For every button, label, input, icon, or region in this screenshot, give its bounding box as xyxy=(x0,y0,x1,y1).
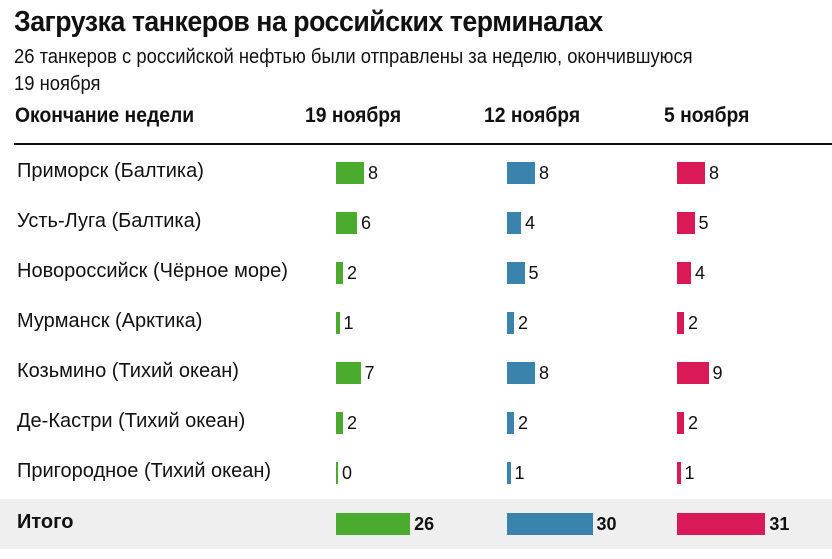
cell: 9 xyxy=(677,361,723,385)
value-label: 5 xyxy=(528,262,539,283)
row-label: Козьмино (Тихий океан) xyxy=(17,360,239,382)
cell: 1 xyxy=(507,461,525,485)
row-label: Итого xyxy=(17,511,74,533)
value-label: 0 xyxy=(342,462,353,483)
bar xyxy=(507,262,525,284)
bar xyxy=(507,312,514,334)
cell: 31 xyxy=(677,512,789,536)
row-label: Пригородное (Тихий океан) xyxy=(17,460,272,482)
cell: 2 xyxy=(507,411,528,435)
value-label: 2 xyxy=(347,262,358,283)
total-row: Итого 26 30 31 xyxy=(0,499,832,549)
value-label: 9 xyxy=(712,362,723,383)
cell: 2 xyxy=(336,261,357,285)
value-label: 31 xyxy=(769,513,790,534)
bar xyxy=(507,212,521,234)
chart-subtitle: 26 танкеров с российской нефтью были отп… xyxy=(14,46,693,95)
row-header: Окончание недели xyxy=(15,104,195,127)
header-divider xyxy=(14,143,832,145)
cell: 7 xyxy=(336,361,375,385)
value-label: 6 xyxy=(361,212,372,233)
cell: 2 xyxy=(507,311,528,335)
cell: 30 xyxy=(507,512,617,536)
bar xyxy=(677,312,684,334)
value-label: 4 xyxy=(525,212,536,233)
bar xyxy=(336,513,411,535)
cell: 8 xyxy=(507,161,549,185)
value-label: 5 xyxy=(698,212,709,233)
bar xyxy=(336,312,340,334)
value-label: 1 xyxy=(684,462,695,483)
table-row: Де-Кастри (Тихий океан) 2 2 2 xyxy=(0,398,832,448)
cell: 4 xyxy=(677,261,705,285)
cell: 5 xyxy=(677,211,709,235)
cell: 0 xyxy=(336,461,352,485)
table-row: Козьмино (Тихий океан) 7 8 9 xyxy=(0,348,832,398)
cell: 26 xyxy=(336,512,434,536)
table-row: Приморск (Балтика) 8 8 8 xyxy=(0,148,832,198)
bar xyxy=(677,362,709,384)
row-label: Усть-Луга (Балтика) xyxy=(17,210,202,232)
value-label: 8 xyxy=(539,362,550,383)
value-label: 8 xyxy=(709,162,720,183)
bar xyxy=(677,462,681,484)
column-header-0: 19 ноября xyxy=(305,104,402,127)
cell: 8 xyxy=(677,161,719,185)
bar xyxy=(336,412,343,434)
table-row: Усть-Луга (Балтика) 6 4 5 xyxy=(0,198,832,248)
value-label: 30 xyxy=(596,513,617,534)
bar xyxy=(336,362,361,384)
row-label: Де-Кастри (Тихий океан) xyxy=(17,410,246,432)
cell: 1 xyxy=(677,461,695,485)
cell: 1 xyxy=(336,311,354,335)
value-label: 2 xyxy=(688,312,699,333)
bar xyxy=(677,162,705,184)
bar xyxy=(677,262,691,284)
value-label: 2 xyxy=(518,312,529,333)
cell: 2 xyxy=(336,411,357,435)
cell: 8 xyxy=(336,161,378,185)
value-label: 1 xyxy=(514,462,525,483)
bar xyxy=(336,262,343,284)
bar xyxy=(507,162,535,184)
bar xyxy=(336,212,357,234)
cell: 6 xyxy=(336,211,371,235)
bar xyxy=(677,412,684,434)
row-label: Приморск (Балтика) xyxy=(17,160,204,182)
value-label: 1 xyxy=(343,312,354,333)
value-label: 2 xyxy=(688,412,699,433)
value-label: 26 xyxy=(414,513,435,534)
bar xyxy=(507,513,593,535)
cell: 2 xyxy=(677,311,698,335)
chart-title: Загрузка танкеров на российских терминал… xyxy=(14,6,603,38)
table-row: Пригородное (Тихий океан) 0 1 1 xyxy=(0,448,832,498)
value-label: 7 xyxy=(364,362,375,383)
row-label: Новороссийск (Чёрное море) xyxy=(17,260,288,282)
bar xyxy=(507,462,511,484)
bar xyxy=(336,462,338,484)
value-label: 8 xyxy=(539,162,550,183)
cell: 5 xyxy=(507,261,539,285)
table-row: Новороссийск (Чёрное море) 2 5 4 xyxy=(0,248,832,298)
cell: 2 xyxy=(677,411,698,435)
bar xyxy=(677,212,695,234)
value-label: 2 xyxy=(518,412,529,433)
column-header-1: 12 ноября xyxy=(484,104,581,127)
value-label: 4 xyxy=(695,262,706,283)
bar xyxy=(677,513,766,535)
column-header-2: 5 ноября xyxy=(664,104,750,127)
bar xyxy=(336,162,364,184)
bar xyxy=(507,412,514,434)
cell: 8 xyxy=(507,361,549,385)
bar xyxy=(507,362,535,384)
cell: 4 xyxy=(507,211,535,235)
table-row: Мурманск (Арктика) 1 2 2 xyxy=(0,298,832,348)
value-label: 8 xyxy=(368,162,379,183)
row-label: Мурманск (Арктика) xyxy=(17,310,203,332)
value-label: 2 xyxy=(347,412,358,433)
